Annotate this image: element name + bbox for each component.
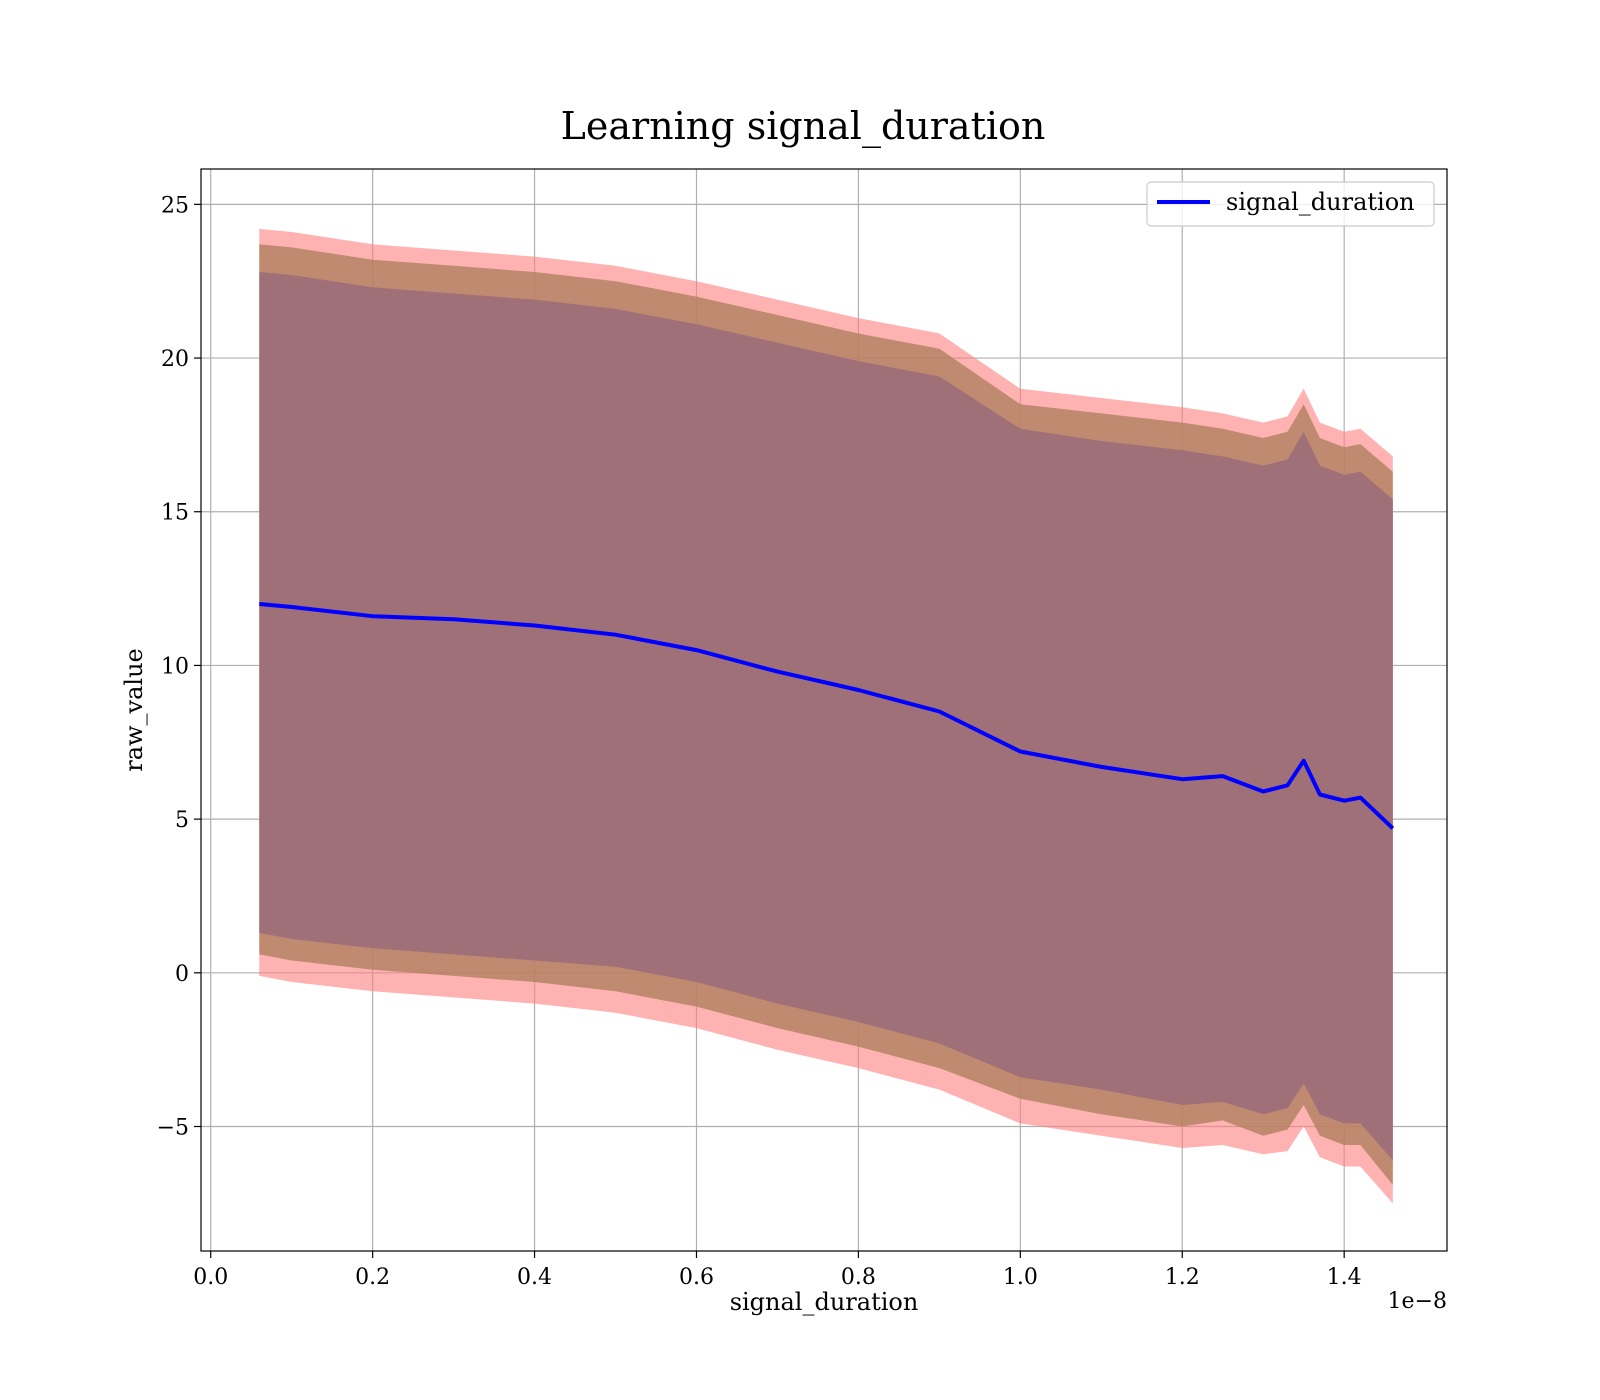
y-tick-label: 5 xyxy=(175,808,189,833)
chart-title: Learning signal_duration xyxy=(561,104,1046,149)
x-tick-label: 0.6 xyxy=(679,1265,714,1290)
x-tick-label: 1.0 xyxy=(1003,1265,1038,1290)
plot-area-frame xyxy=(200,168,1448,1252)
x-axis-label: signal_duration xyxy=(730,1288,919,1316)
x-tick-label: 1.4 xyxy=(1327,1265,1362,1290)
legend: signal_duration xyxy=(1146,181,1435,227)
x-tick-label: 1.2 xyxy=(1165,1265,1200,1290)
x-axis-offset-label: 1e−8 xyxy=(1388,1289,1447,1314)
y-axis-ticks: −5 0 5 10 15 20 25 xyxy=(157,193,201,1141)
x-tick-label: 0.2 xyxy=(355,1265,390,1290)
y-tick-label: 25 xyxy=(161,193,189,218)
confidence-bands xyxy=(259,228,1393,1204)
x-tick-label: 0.8 xyxy=(841,1265,876,1290)
y-tick-label: 0 xyxy=(175,962,189,987)
series-lines xyxy=(259,602,1395,830)
inner-band xyxy=(259,272,1393,1161)
series-line-signal-duration xyxy=(259,602,1395,830)
legend-label: signal_duration xyxy=(1226,188,1415,216)
legend-box xyxy=(1146,181,1435,227)
y-tick-label: 20 xyxy=(161,347,189,372)
x-tick-label: 0.0 xyxy=(193,1265,228,1290)
x-tick-label: 0.4 xyxy=(517,1265,552,1290)
x-axis-ticks: 0.0 0.2 0.4 0.6 0.8 1.0 1.2 1.4 xyxy=(193,1251,1362,1290)
y-tick-label: −5 xyxy=(157,1116,189,1141)
y-tick-label: 15 xyxy=(161,501,189,526)
y-axis-label: raw_value xyxy=(120,648,148,772)
y-tick-label: 10 xyxy=(161,654,189,679)
